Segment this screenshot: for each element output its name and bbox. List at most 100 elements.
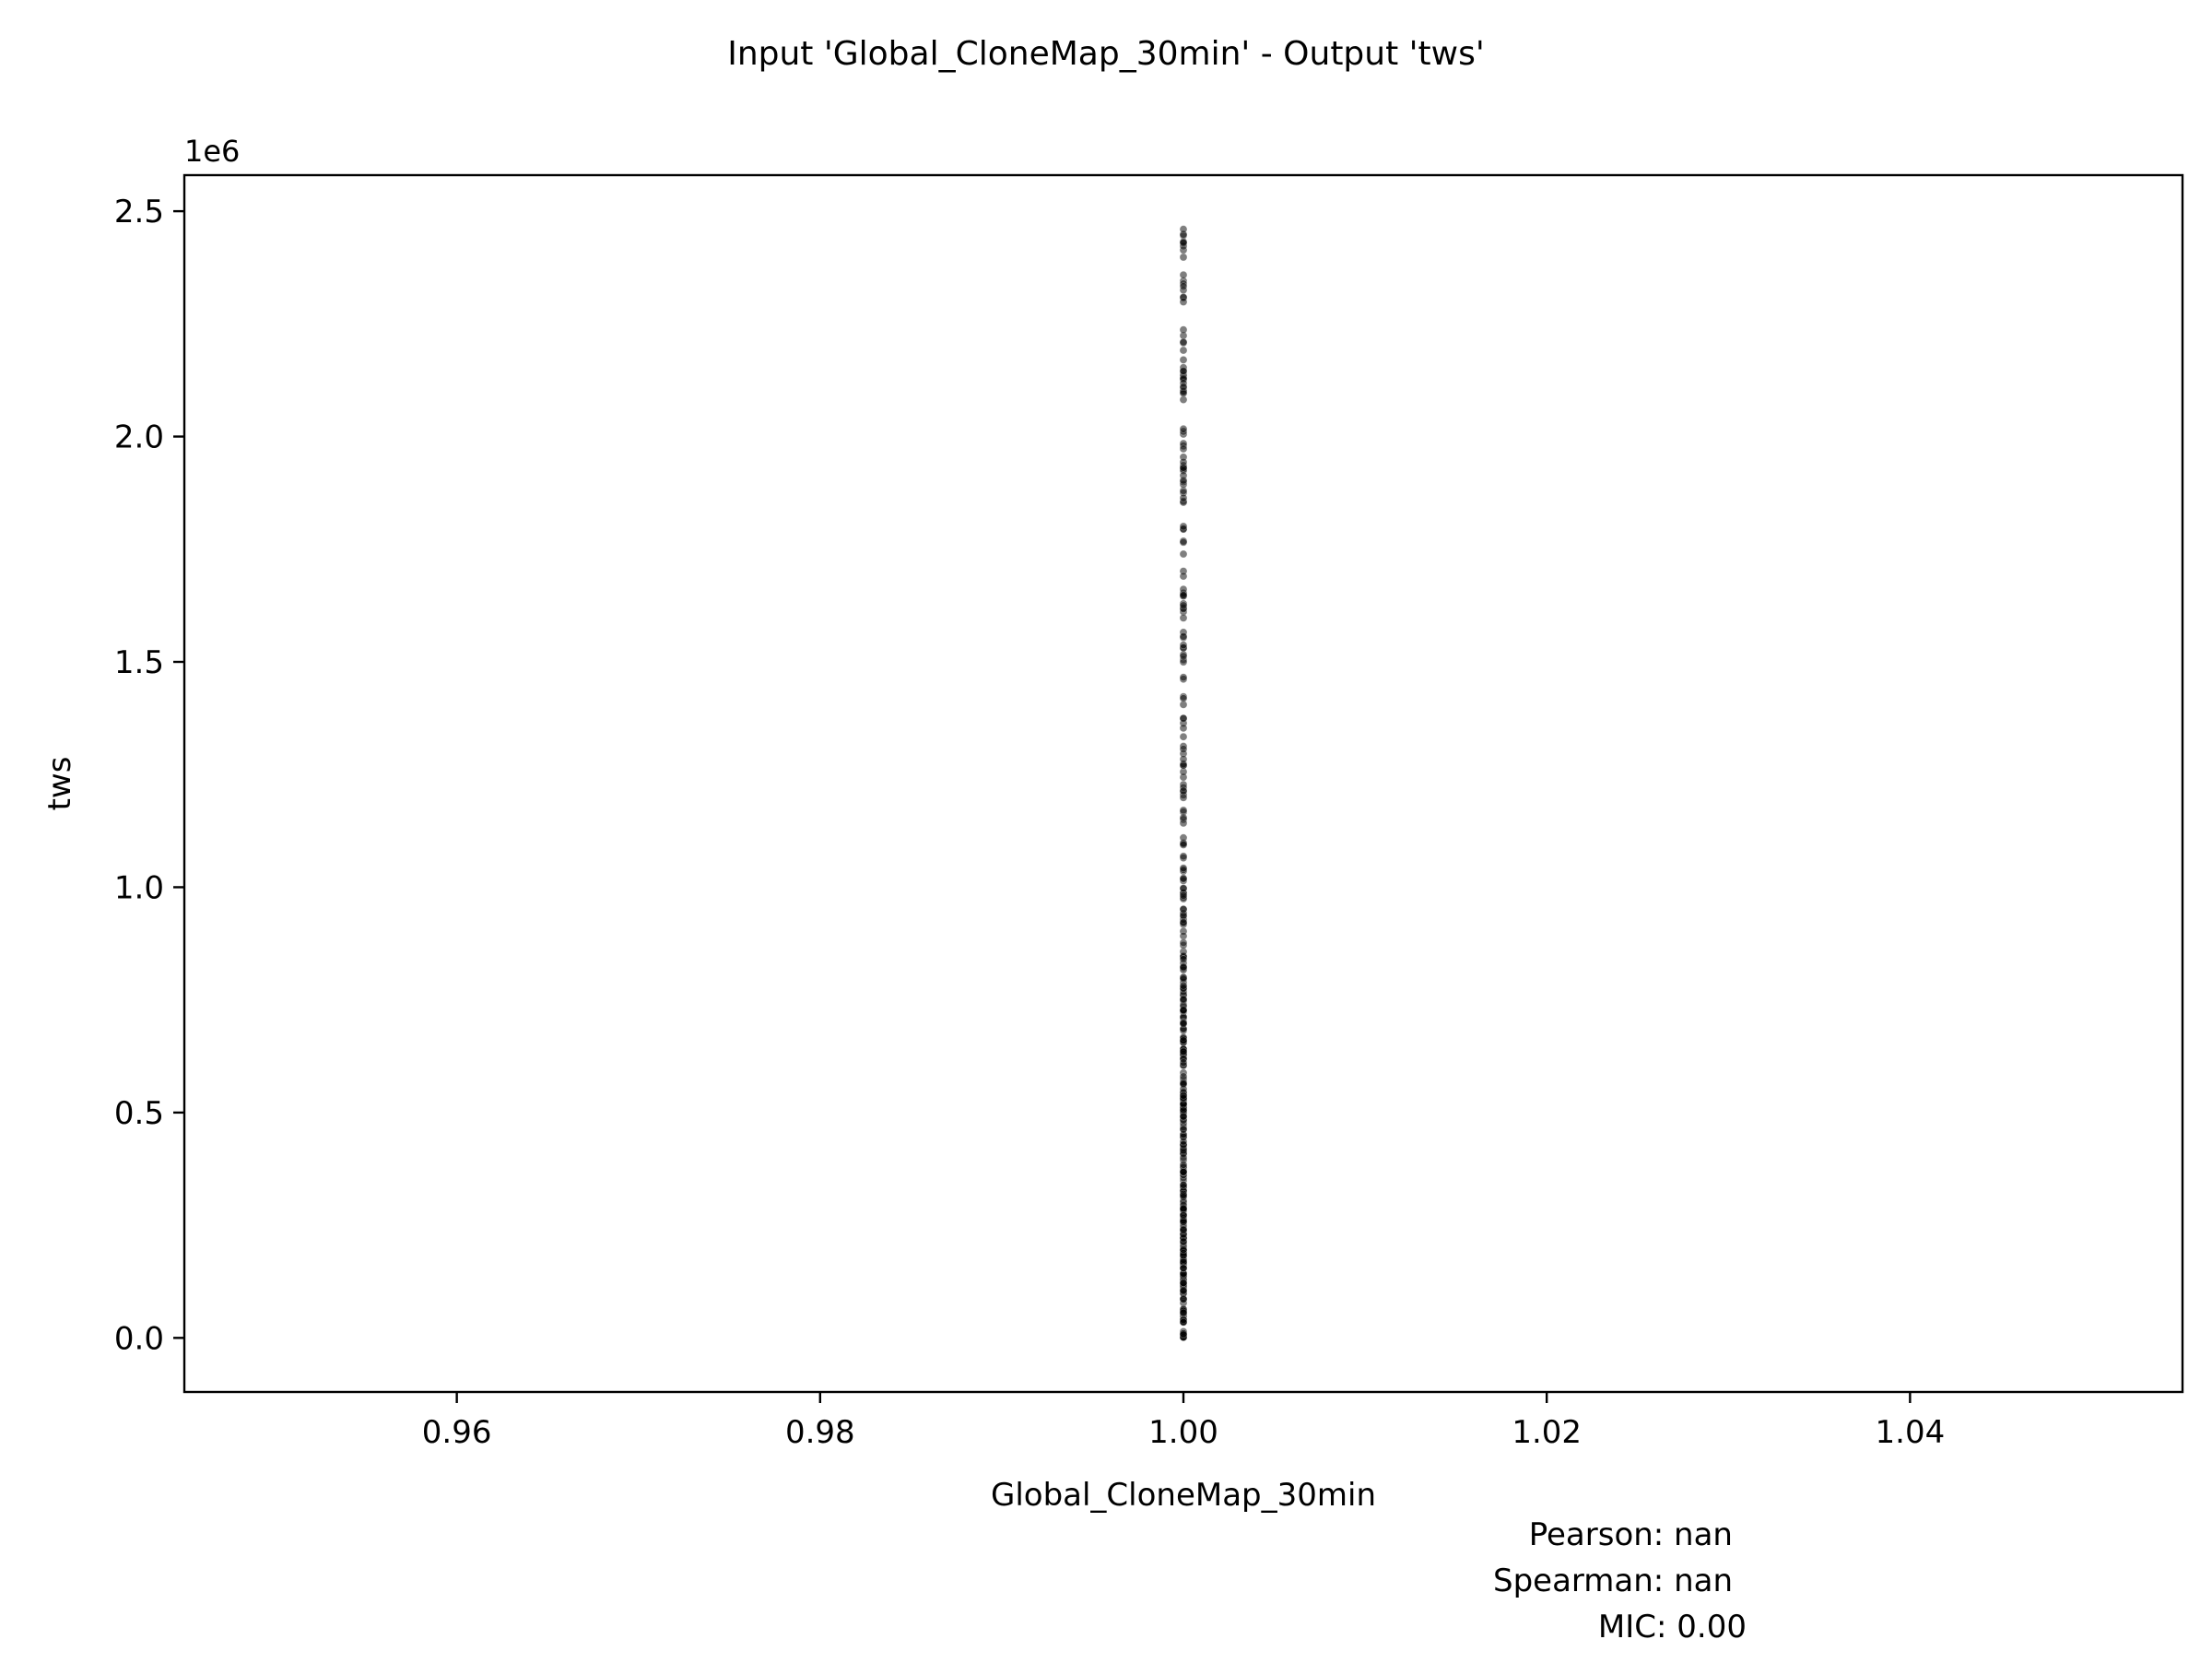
mic-stat: MIC: 0.00	[1598, 1609, 1747, 1645]
scatter-point	[1179, 1112, 1188, 1121]
scatter-point	[1179, 918, 1188, 926]
scatter-point	[1179, 1295, 1188, 1303]
scatter-point	[1179, 1181, 1188, 1189]
scatter-point	[1179, 673, 1188, 682]
scatter-point	[1179, 522, 1188, 531]
scatter-point	[1179, 1308, 1188, 1317]
scatter-point	[1179, 1047, 1188, 1056]
scatter-point	[1179, 1058, 1188, 1067]
scatter-point	[1179, 601, 1188, 610]
scatter-point	[1179, 1264, 1188, 1273]
scatter-point	[1179, 1245, 1188, 1254]
scatter-point	[1179, 1330, 1188, 1339]
x-tick-label: 0.96	[422, 1414, 492, 1451]
scatter-point	[1179, 444, 1188, 454]
scatter-point	[1179, 1153, 1188, 1162]
scatter-point	[1179, 1020, 1188, 1028]
scatter-point	[1179, 974, 1188, 984]
y-tick-label: 1.5	[114, 644, 164, 681]
scatter-point	[1179, 786, 1188, 796]
scatter-point	[1179, 591, 1188, 599]
scatter-point	[1179, 270, 1188, 279]
x-tick-label: 1.04	[1876, 1414, 1946, 1451]
scatter-point	[1179, 905, 1188, 914]
scatter-point	[1179, 614, 1188, 622]
scatter-point	[1179, 572, 1188, 581]
scatter-point	[1179, 1036, 1188, 1044]
scatter-point	[1179, 389, 1188, 397]
scatter-point	[1179, 841, 1188, 849]
scatter-point	[1179, 1006, 1188, 1014]
scatter-point	[1179, 457, 1188, 466]
y-tick-label: 0.5	[114, 1095, 164, 1132]
scatter-point	[1179, 383, 1188, 391]
scatter-point	[1179, 1167, 1188, 1176]
scatter-point	[1179, 325, 1188, 335]
spearman-stat: Spearman: nan	[1493, 1563, 1733, 1599]
scatter-point	[1179, 981, 1188, 990]
scatter-point	[1179, 641, 1188, 649]
scatter-point	[1179, 884, 1188, 893]
y-axis-ticks: 0.0 0.5 1.0 1.5 2.0 2.5	[114, 194, 184, 1357]
scatter-point	[1179, 1287, 1188, 1295]
y-tick-label: 1.0	[114, 869, 164, 906]
scatter-point	[1179, 282, 1188, 290]
scatter-points	[1179, 225, 1188, 1342]
scatter-point	[1179, 424, 1188, 433]
scatter-point	[1179, 962, 1188, 972]
scatter-point	[1179, 864, 1188, 873]
scatter-point	[1179, 1072, 1188, 1081]
scatter-point	[1179, 891, 1188, 900]
scatter-point	[1179, 874, 1188, 883]
scatter-point	[1179, 1091, 1188, 1100]
scatter-point	[1179, 745, 1188, 753]
chart-title: Input 'Global_CloneMap_30min' - Output '…	[727, 35, 1485, 73]
scatter-point	[1179, 724, 1188, 733]
y-tick-label: 2.0	[114, 419, 164, 456]
x-tick-label: 1.02	[1512, 1414, 1582, 1451]
scatter-point	[1179, 1211, 1188, 1220]
scatter-point	[1179, 493, 1188, 502]
scatter-point	[1179, 793, 1188, 802]
scatter-point	[1179, 253, 1188, 262]
scatter-point	[1179, 1225, 1188, 1234]
pearson-stat: Pearson: nan	[1529, 1516, 1733, 1553]
scatter-point	[1179, 225, 1188, 233]
scatter-point	[1179, 1079, 1188, 1088]
scatter-point	[1179, 537, 1188, 547]
scatter-point	[1179, 652, 1188, 661]
scatter-point	[1179, 476, 1188, 485]
y-axis-label: tws	[41, 757, 78, 811]
scatter-point	[1179, 852, 1188, 861]
scatter-point	[1179, 955, 1188, 963]
scatter-point	[1179, 632, 1188, 641]
scatter-point	[1179, 1137, 1188, 1146]
x-axis-label: Global_CloneMap_30min	[991, 1477, 1376, 1514]
scatter-point	[1179, 806, 1188, 815]
scatter-point	[1179, 714, 1188, 723]
scatter-point	[1179, 356, 1188, 364]
x-tick-label: 1.00	[1148, 1414, 1218, 1451]
scatter-point	[1179, 1237, 1188, 1246]
scatter-point	[1179, 1318, 1188, 1327]
scatter-point	[1179, 732, 1188, 741]
y-tick-label: 0.0	[114, 1320, 164, 1357]
scatter-point	[1179, 932, 1188, 940]
x-axis-ticks: 0.96 0.98 1.00 1.02 1.04	[422, 1392, 1945, 1451]
scatter-point	[1179, 938, 1188, 947]
x-tick-label: 0.98	[785, 1414, 855, 1451]
scatter-point	[1179, 337, 1188, 347]
scatter-point	[1179, 1161, 1188, 1169]
scatter-point	[1179, 694, 1188, 702]
scatter-point	[1179, 813, 1188, 822]
scatter-point	[1179, 346, 1188, 355]
scatter-point	[1179, 1126, 1188, 1134]
scatter-point	[1179, 367, 1188, 375]
scatter-point	[1179, 996, 1188, 1004]
scatter-point	[1179, 1204, 1188, 1213]
scatter-point	[1179, 1279, 1188, 1288]
scatter-point	[1179, 755, 1188, 763]
